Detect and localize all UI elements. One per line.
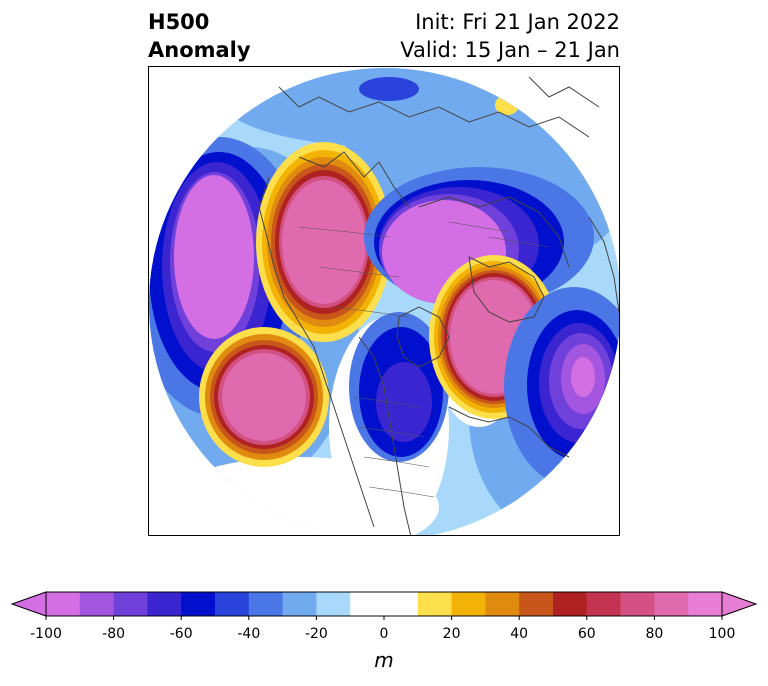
colorbar-segment: [519, 592, 554, 616]
init-date: Init: Fri 21 Jan 2022: [415, 10, 620, 34]
colorbar: [0, 585, 768, 625]
colorbar-segment: [46, 592, 81, 616]
colorbar-segment: [350, 592, 385, 616]
colorbar-tick-label: -40: [237, 626, 261, 642]
colorbar-tick-label: -20: [304, 626, 328, 642]
low-polar: [359, 77, 419, 101]
high-southwest: [199, 327, 329, 467]
colorbar-tick-label: 20: [442, 626, 461, 642]
colorbar-segment: [384, 592, 419, 616]
colorbar-segment: [316, 592, 351, 616]
map-dates: Init: Fri 21 Jan 2022 Valid: 15 Jan – 21…: [400, 8, 620, 64]
colorbar-segment: [654, 592, 689, 616]
colorbar-segment: [215, 592, 250, 616]
anomaly-field: [149, 68, 619, 535]
colorbar-segment: [688, 592, 723, 616]
colorbar-extend-min: [10, 591, 47, 617]
colorbar-tick-label: -80: [102, 626, 126, 642]
map-title: H500 Anomaly: [148, 8, 251, 64]
colorbar-extend-max: [721, 591, 758, 617]
colorbar-tick-label: 60: [577, 626, 596, 642]
title-variable: H500: [148, 10, 210, 34]
colorbar-segment: [451, 592, 486, 616]
colorbar-tick-label: 80: [645, 626, 664, 642]
colorbar-segment: [147, 592, 182, 616]
colorbar-segment: [181, 592, 216, 616]
colorbar-segment: [113, 592, 148, 616]
colorbar-segment: [485, 592, 520, 616]
valid-range: Valid: 15 Jan – 21 Jan: [400, 38, 620, 62]
colorbar-tick-label: 40: [510, 626, 529, 642]
colorbar-segment: [282, 592, 317, 616]
low-center: [349, 312, 449, 462]
colorbar-segment: [417, 592, 453, 616]
title-field: Anomaly: [148, 38, 251, 62]
colorbar-tick-label: 0: [379, 626, 389, 642]
colorbar-segment: [553, 592, 588, 616]
anomaly-map-svg: [149, 68, 619, 535]
colorbar-svg: [10, 591, 758, 620]
borders: [298, 221, 550, 498]
coastlines: [258, 76, 619, 535]
colorbar-segment: [248, 592, 284, 616]
colorbar-segment: [586, 592, 622, 616]
colorbar-segment: [79, 592, 115, 616]
colorbar-segment: [620, 592, 655, 616]
polar-map: [148, 66, 620, 536]
colorbar-unit: m: [374, 648, 394, 672]
colorbar-tick-label: 100: [708, 626, 736, 642]
colorbar-tick-label: -100: [30, 626, 62, 642]
colorbar-tick-label: -60: [169, 626, 193, 642]
high-northwest: [256, 142, 392, 342]
